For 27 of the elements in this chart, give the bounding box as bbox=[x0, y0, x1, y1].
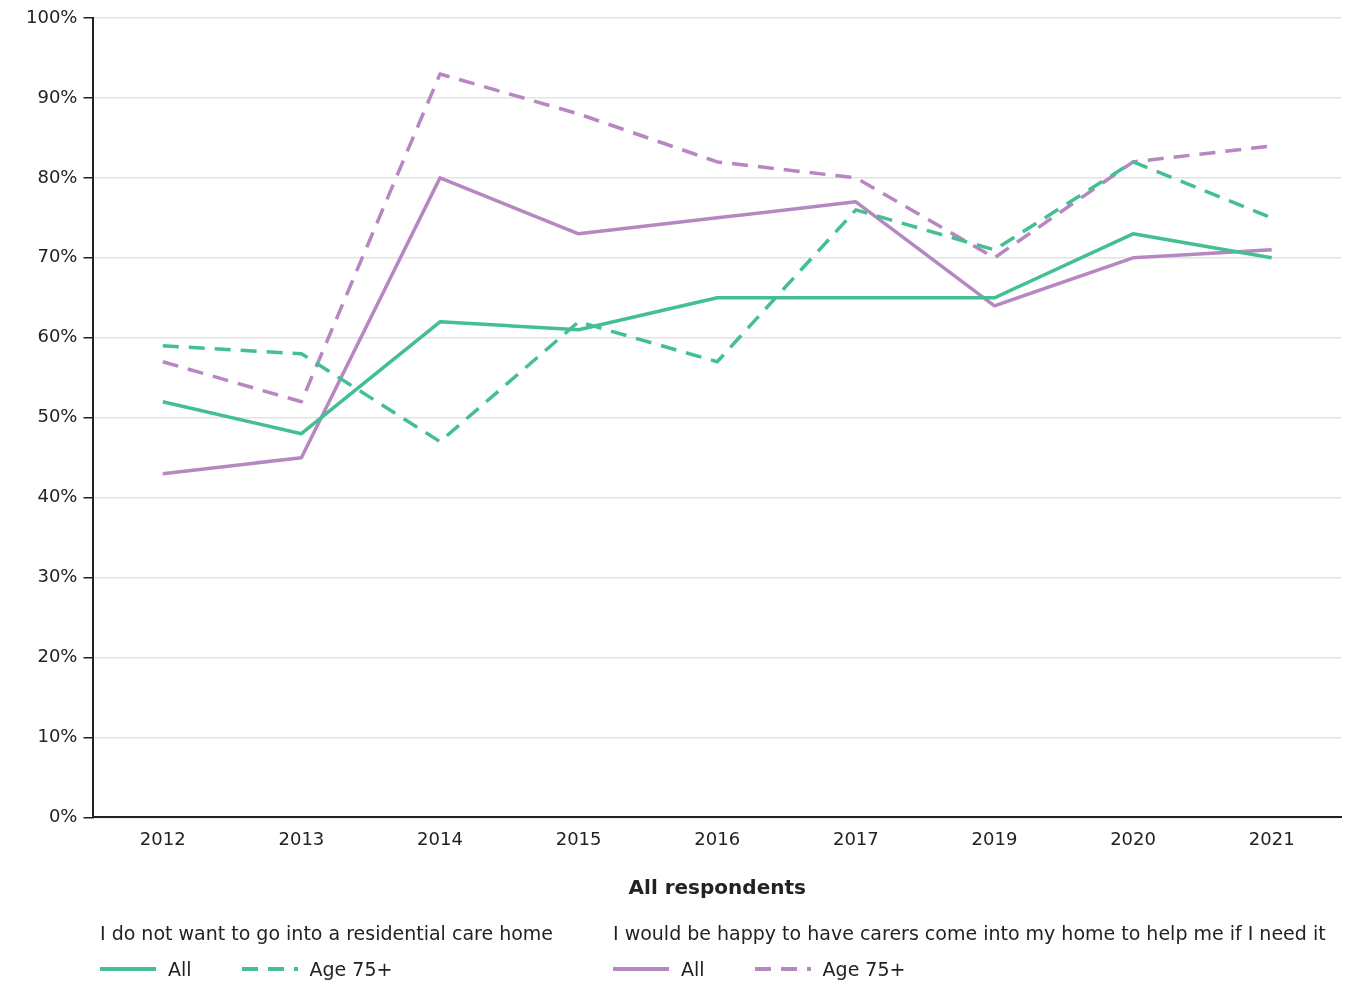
y-tick-label: 0% bbox=[48, 805, 78, 827]
x-axis-title: All respondents bbox=[628, 875, 806, 900]
text: I would be happy to have carers come into my home to help me if I need it bbox=[613, 922, 1326, 944]
x-tick-label: 2012 bbox=[139, 827, 186, 849]
y-tick-label: 80% bbox=[37, 165, 78, 187]
y-tick-label: 10% bbox=[37, 725, 78, 747]
legend-label: All bbox=[168, 958, 192, 980]
y-tick-label: 100% bbox=[25, 5, 78, 27]
y-tick-label: 60% bbox=[37, 325, 78, 347]
x-tick-label: 2021 bbox=[1248, 827, 1295, 849]
legend-label: Age 75+ bbox=[309, 958, 393, 980]
x-tick-label: 2016 bbox=[694, 827, 741, 849]
x-tick-label: 2017 bbox=[832, 827, 879, 849]
legend-label: Age 75+ bbox=[822, 958, 906, 980]
text: I do not want to go into a residential care home bbox=[100, 922, 554, 944]
legend-label: All bbox=[681, 958, 705, 980]
x-tick-label: 2020 bbox=[1110, 827, 1156, 849]
y-tick-label: 20% bbox=[37, 645, 78, 667]
y-tick-label: 50% bbox=[37, 405, 78, 427]
y-tick-label: 70% bbox=[37, 245, 78, 267]
x-tick-label: 2015 bbox=[555, 827, 602, 849]
x-tick-label: 2014 bbox=[417, 827, 463, 849]
x-tick-label: 2013 bbox=[278, 827, 325, 849]
y-tick-label: 40% bbox=[37, 485, 78, 507]
x-tick-label: 2019 bbox=[971, 827, 1018, 849]
y-tick-label: 90% bbox=[37, 85, 78, 107]
y-tick-label: 30% bbox=[37, 565, 78, 587]
